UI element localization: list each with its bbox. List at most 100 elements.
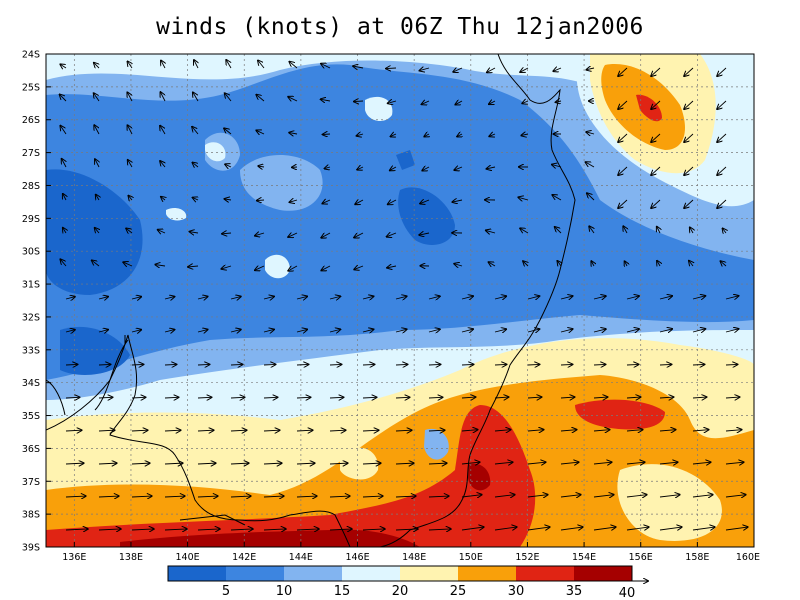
wind-arrow	[155, 265, 166, 266]
wind-arrow	[296, 397, 310, 398]
wind-arrow	[225, 164, 232, 167]
wind-arrow	[98, 496, 119, 497]
wind-arrow	[296, 364, 308, 365]
lat-label: 24S	[22, 50, 40, 61]
wind-arrow	[98, 330, 108, 332]
wind-arrow	[419, 233, 430, 235]
wind-arrow	[194, 60, 198, 69]
wind-arrow	[289, 133, 298, 134]
lat-label: 30S	[22, 247, 40, 258]
wind-arrow	[717, 100, 727, 109]
lat-label: 39S	[22, 543, 40, 554]
wind-arrow	[454, 167, 463, 170]
lat-label: 31S	[22, 280, 40, 291]
colorbar-swatch	[284, 566, 342, 581]
wind-arrow	[131, 397, 145, 398]
wind-arrow	[428, 364, 440, 365]
wind-arrow	[190, 232, 199, 233]
wind-arrow	[60, 95, 67, 102]
wind-arrow	[560, 495, 581, 497]
wind-arrow	[230, 330, 241, 332]
colorbar-tick-label: 5	[222, 584, 230, 599]
wind-arrow	[593, 329, 606, 332]
wind-arrow	[557, 261, 561, 266]
wind-arrow	[692, 397, 706, 398]
wind-arrow	[357, 134, 364, 136]
wind-arrow	[618, 133, 628, 142]
wind-arrow	[387, 233, 397, 237]
wind-arrow	[362, 529, 385, 530]
wind-arrow	[487, 68, 496, 72]
wind-arrow	[289, 62, 298, 69]
wind-arrow	[354, 266, 364, 269]
wind-arrow	[428, 430, 444, 431]
wind-arrow	[626, 462, 645, 464]
colorbar-tick-label: 25	[450, 584, 467, 599]
wind-arrow	[98, 397, 112, 398]
wind-arrow	[362, 463, 381, 464]
wind-arrow	[626, 495, 647, 497]
lon-label: 150E	[459, 552, 483, 563]
lat-label: 35S	[22, 411, 40, 422]
wind-arrow	[230, 529, 253, 530]
wind-arrow	[62, 159, 66, 168]
wind-arrow	[692, 329, 705, 332]
wind-arrow	[329, 397, 343, 398]
colorbar-swatch	[226, 566, 284, 581]
colorbar	[167, 565, 633, 582]
lon-label: 136E	[62, 552, 86, 563]
wind-arrow	[593, 430, 609, 431]
wind-arrow	[263, 463, 282, 464]
wind-arrow	[659, 430, 675, 431]
wind-arrow	[192, 127, 199, 135]
map-title: winds (knots) at 06Z Thu 12jan2006	[156, 14, 644, 40]
wind-arrow	[684, 199, 694, 208]
wind-arrow	[222, 233, 232, 234]
wind-arrow	[263, 296, 274, 299]
wind-arrow	[521, 134, 529, 135]
wind-arrow	[626, 527, 649, 530]
wind-arrow	[92, 260, 100, 267]
wind-arrow	[560, 430, 576, 431]
wind-arrow	[230, 430, 246, 431]
lon-label: 142E	[232, 552, 256, 563]
wind-arrow	[422, 167, 430, 171]
lat-label: 26S	[22, 115, 40, 126]
wind-arrow	[296, 329, 307, 332]
lon-label: 160E	[736, 552, 760, 563]
wind-arrow	[193, 92, 199, 102]
wind-arrow	[520, 68, 529, 72]
lat-label: 25S	[22, 82, 40, 93]
wind-arrow	[626, 329, 639, 332]
wind-arrow	[626, 430, 642, 431]
colorbar-tick-label: 15	[334, 584, 351, 599]
wind-arrow	[353, 66, 364, 68]
wind-arrow	[494, 296, 506, 299]
wind-arrow	[523, 261, 528, 266]
wind-arrow	[230, 463, 249, 464]
wind-arrow	[527, 329, 539, 332]
wind-arrow	[591, 261, 594, 266]
wind-arrow	[164, 364, 176, 365]
wind-arrow	[329, 529, 352, 530]
lat-label: 27S	[22, 148, 40, 159]
wind-arrow	[428, 397, 442, 398]
wind-arrow	[560, 397, 574, 398]
wind-arrow	[362, 496, 383, 497]
wind-arrow	[593, 397, 607, 398]
wind-arrow	[659, 462, 678, 464]
wind-arrow	[586, 132, 595, 134]
wind-arrow	[164, 496, 185, 497]
wind-arrow	[461, 462, 480, 464]
lon-label: 158E	[685, 552, 709, 563]
wind-arrow	[224, 128, 232, 135]
wind-arrow	[428, 296, 440, 299]
wind-arrow	[659, 397, 673, 398]
wind-arrow	[461, 296, 473, 299]
wind-arrow	[131, 297, 141, 299]
wind-arrow	[659, 296, 672, 299]
wind-arrow	[692, 462, 711, 464]
wind-arrow	[197, 364, 209, 365]
wind-arrow	[651, 166, 661, 175]
wind-arrow	[98, 463, 117, 464]
